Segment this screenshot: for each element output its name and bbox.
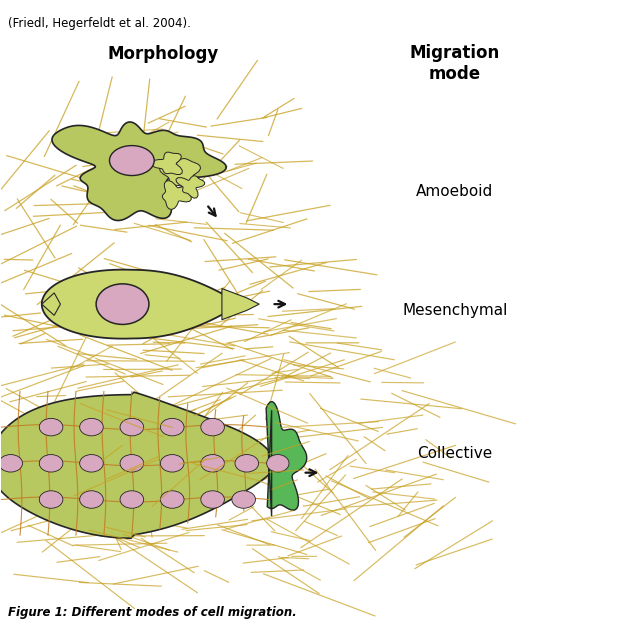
Text: Collective: Collective — [417, 446, 492, 461]
Ellipse shape — [120, 491, 144, 508]
Ellipse shape — [80, 418, 103, 436]
Polygon shape — [266, 402, 307, 517]
Ellipse shape — [120, 455, 144, 472]
Text: Migration
mode: Migration mode — [410, 45, 500, 83]
Ellipse shape — [39, 455, 63, 472]
Ellipse shape — [39, 491, 63, 508]
Text: Amoeboid: Amoeboid — [416, 184, 494, 199]
Polygon shape — [222, 288, 259, 320]
Ellipse shape — [235, 455, 258, 472]
Ellipse shape — [201, 418, 225, 436]
Ellipse shape — [266, 455, 289, 472]
Ellipse shape — [160, 418, 184, 436]
Polygon shape — [42, 270, 235, 339]
Ellipse shape — [109, 145, 154, 176]
Polygon shape — [176, 176, 205, 198]
Text: Mesenchymal: Mesenchymal — [402, 303, 507, 318]
Text: (Friedl, Hegerfeldt et al. 2004).: (Friedl, Hegerfeldt et al. 2004). — [7, 17, 190, 30]
Ellipse shape — [201, 491, 225, 508]
Ellipse shape — [80, 455, 103, 472]
Polygon shape — [0, 392, 275, 538]
Ellipse shape — [232, 491, 255, 508]
Ellipse shape — [39, 418, 63, 436]
Polygon shape — [162, 181, 191, 209]
Ellipse shape — [0, 455, 22, 472]
Ellipse shape — [160, 455, 184, 472]
Polygon shape — [160, 159, 200, 189]
Ellipse shape — [201, 455, 225, 472]
Polygon shape — [52, 122, 227, 221]
Ellipse shape — [120, 418, 144, 436]
Polygon shape — [151, 152, 182, 174]
Polygon shape — [42, 293, 61, 315]
Text: Morphology: Morphology — [107, 45, 218, 63]
Ellipse shape — [160, 491, 184, 508]
Ellipse shape — [96, 284, 149, 324]
Ellipse shape — [80, 491, 103, 508]
Text: Figure 1: Different modes of cell migration.: Figure 1: Different modes of cell migrat… — [7, 606, 296, 619]
